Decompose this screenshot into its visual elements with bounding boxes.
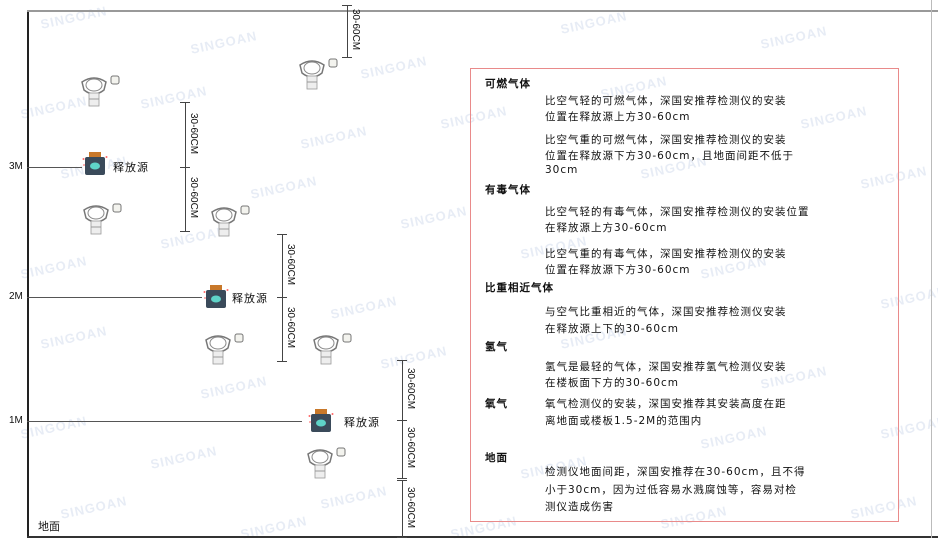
release-source-icon bbox=[308, 408, 334, 438]
section-text-flammable: 位置在释放源下方30-60cm，且地面间距不低于 bbox=[545, 150, 795, 162]
ground-label: 地面 bbox=[38, 521, 60, 533]
release-source-label: 释放源 bbox=[113, 161, 149, 174]
section-text-similar: 在释放源上下的30-60cm bbox=[545, 323, 680, 335]
dimension-label: 30-60CM bbox=[405, 427, 416, 469]
dimension-label: 30-60CM bbox=[188, 112, 199, 154]
dimension-tick bbox=[397, 537, 407, 538]
dimension-label: 30-60CM bbox=[350, 9, 361, 51]
section-text-flammable: 位置在释放源上方30-60cm bbox=[545, 111, 691, 123]
level-2m-line bbox=[27, 297, 202, 298]
gas-detector-icon bbox=[304, 446, 348, 484]
section-text-oxygen: 氧气检测仪的安装，深国安推荐其安装高度在距 bbox=[545, 398, 787, 410]
section-title-similar: 比重相近气体 bbox=[485, 282, 554, 294]
dimension-label: 30-60CM bbox=[405, 486, 416, 528]
dimension-tick bbox=[397, 420, 407, 421]
right-wall bbox=[931, 0, 932, 538]
dimension-tick bbox=[397, 360, 407, 361]
dimension-line bbox=[402, 360, 403, 420]
gas-detector-icon bbox=[208, 204, 252, 242]
dimension-tick bbox=[397, 480, 407, 481]
section-text-flammable: 比空气重的可燃气体，深国安推荐检测仪的安装 bbox=[545, 134, 787, 146]
dimension-tick bbox=[180, 102, 190, 103]
watermark-logo: SINGOAN bbox=[189, 28, 259, 57]
watermark-logo: SINGOAN bbox=[199, 373, 269, 402]
watermark-logo: SINGOAN bbox=[759, 23, 829, 52]
section-text-ground: 测仪造成伤害 bbox=[545, 501, 614, 513]
watermark-logo: SINGOAN bbox=[19, 253, 89, 282]
dimension-tick bbox=[277, 234, 287, 235]
watermark-logo: SINGOAN bbox=[559, 8, 629, 37]
level-3m-label: 3M bbox=[9, 161, 23, 172]
dimension-label: 30-60CM bbox=[405, 368, 416, 410]
section-text-oxygen: 离地面或楼板1.5-2M的范围内 bbox=[545, 415, 703, 427]
watermark-logo: SINGOAN bbox=[19, 413, 89, 442]
dimension-line bbox=[282, 297, 283, 361]
dimension-line bbox=[347, 5, 348, 57]
release-source-label: 释放源 bbox=[344, 416, 380, 429]
section-title-oxygen: 氧气 bbox=[485, 398, 508, 410]
gas-detector-icon bbox=[310, 332, 354, 370]
section-text-hydrogen: 氢气是最轻的气体，深国安推荐氢气检测仪安装 bbox=[545, 361, 787, 373]
left-wall bbox=[27, 10, 29, 538]
level-1m-label: 1M bbox=[9, 415, 23, 426]
section-title-toxic: 有毒气体 bbox=[485, 184, 531, 196]
dimension-label: 30-60CM bbox=[285, 243, 296, 285]
gas-detector-icon bbox=[202, 332, 246, 370]
watermark-logo: SINGOAN bbox=[149, 443, 219, 472]
dimension-label: 30-60CM bbox=[285, 307, 296, 349]
dimension-tick bbox=[180, 167, 190, 168]
dimension-line bbox=[402, 480, 403, 537]
watermark-logo: SINGOAN bbox=[399, 203, 469, 232]
ceiling-line bbox=[27, 10, 938, 12]
section-text-toxic: 在释放源上方30-60cm bbox=[545, 222, 668, 234]
watermark-logo: SINGOAN bbox=[139, 83, 209, 112]
watermark-logo: SINGOAN bbox=[39, 3, 109, 32]
section-text-flammable: 30cm bbox=[545, 164, 579, 176]
section-title-ground: 地面 bbox=[485, 452, 508, 464]
release-source-icon bbox=[203, 284, 229, 314]
gas-detector-icon bbox=[80, 202, 124, 240]
level-2m-label: 2M bbox=[9, 291, 23, 302]
section-text-toxic: 比空气重的有毒气体，深国安推荐检测仪的安装 bbox=[545, 248, 787, 260]
installation-guidelines-box bbox=[470, 68, 899, 522]
release-source-label: 释放源 bbox=[232, 292, 268, 305]
level-3m-line bbox=[27, 167, 82, 168]
section-text-toxic: 位置在释放源下方30-60cm bbox=[545, 264, 691, 276]
watermark-logo: SINGOAN bbox=[359, 53, 429, 82]
dimension-line bbox=[282, 234, 283, 297]
dimension-tick bbox=[277, 297, 287, 298]
watermark-logo: SINGOAN bbox=[59, 493, 129, 522]
watermark-logo: SINGOAN bbox=[39, 323, 109, 352]
dimension-line bbox=[185, 102, 186, 167]
floor-line bbox=[27, 536, 938, 538]
section-text-similar: 与空气比重相近的气体，深国安推荐检测仪安装 bbox=[545, 306, 787, 318]
section-text-flammable: 比空气轻的可燃气体，深国安推荐检测仪的安装 bbox=[545, 95, 787, 107]
watermark-logo: SINGOAN bbox=[329, 293, 399, 322]
release-source-icon bbox=[82, 151, 108, 181]
section-text-ground: 检测仪地面间距，深国安推荐在30-60cm，且不得 bbox=[545, 466, 806, 478]
dimension-line bbox=[402, 420, 403, 478]
watermark-logo: SINGOAN bbox=[319, 483, 389, 512]
dimension-tick bbox=[397, 478, 407, 479]
dimension-tick bbox=[180, 231, 190, 232]
watermark-logo: SINGOAN bbox=[249, 173, 319, 202]
watermark-logo: SINGOAN bbox=[299, 123, 369, 152]
dimension-tick bbox=[277, 361, 287, 362]
dimension-tick bbox=[342, 57, 352, 58]
section-text-toxic: 比空气轻的有毒气体，深国安推荐检测仪的安装位置 bbox=[545, 206, 810, 218]
dimension-line bbox=[185, 167, 186, 231]
gas-detector-icon bbox=[296, 57, 340, 95]
gas-detector-icon bbox=[78, 74, 122, 112]
section-text-hydrogen: 在楼板面下方的30-60cm bbox=[545, 377, 680, 389]
section-text-ground: 小于30cm，因为过低容易水溅腐蚀等，容易对检 bbox=[545, 484, 797, 496]
section-title-flammable: 可燃气体 bbox=[485, 78, 531, 90]
dimension-tick bbox=[342, 5, 352, 6]
level-1m-line bbox=[27, 421, 302, 422]
dimension-label: 30-60CM bbox=[188, 177, 199, 219]
section-title-hydrogen: 氢气 bbox=[485, 341, 508, 353]
